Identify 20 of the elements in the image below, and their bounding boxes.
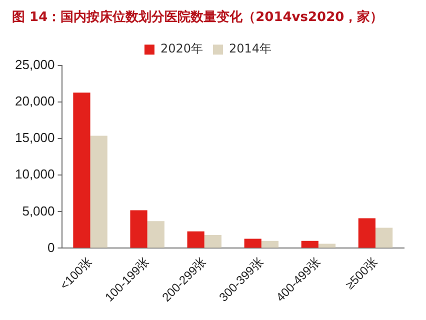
bar <box>358 218 376 248</box>
bar <box>73 92 90 248</box>
chart-title: 图 14：国内按床位数划分医院数量变化（2014vs2020，家） <box>12 9 384 26</box>
bar <box>147 221 164 248</box>
bar <box>375 228 393 248</box>
y-tick-label: 5,000 <box>22 203 55 218</box>
y-tick-label: 15,000 <box>14 130 55 146</box>
bar <box>130 210 148 248</box>
legend-label: 2020年 <box>160 42 204 56</box>
bar <box>244 238 262 248</box>
y-tick-label: 0 <box>48 240 55 255</box>
y-tick-label: 25,000 <box>14 57 55 72</box>
legend-label: 2014年 <box>229 42 272 56</box>
bar <box>90 136 108 248</box>
bar <box>204 235 222 248</box>
y-tick-label: 20,000 <box>14 94 55 109</box>
bar <box>301 240 318 248</box>
bar <box>187 231 204 248</box>
y-tick-label: 10,000 <box>14 166 55 182</box>
bar <box>261 240 279 248</box>
